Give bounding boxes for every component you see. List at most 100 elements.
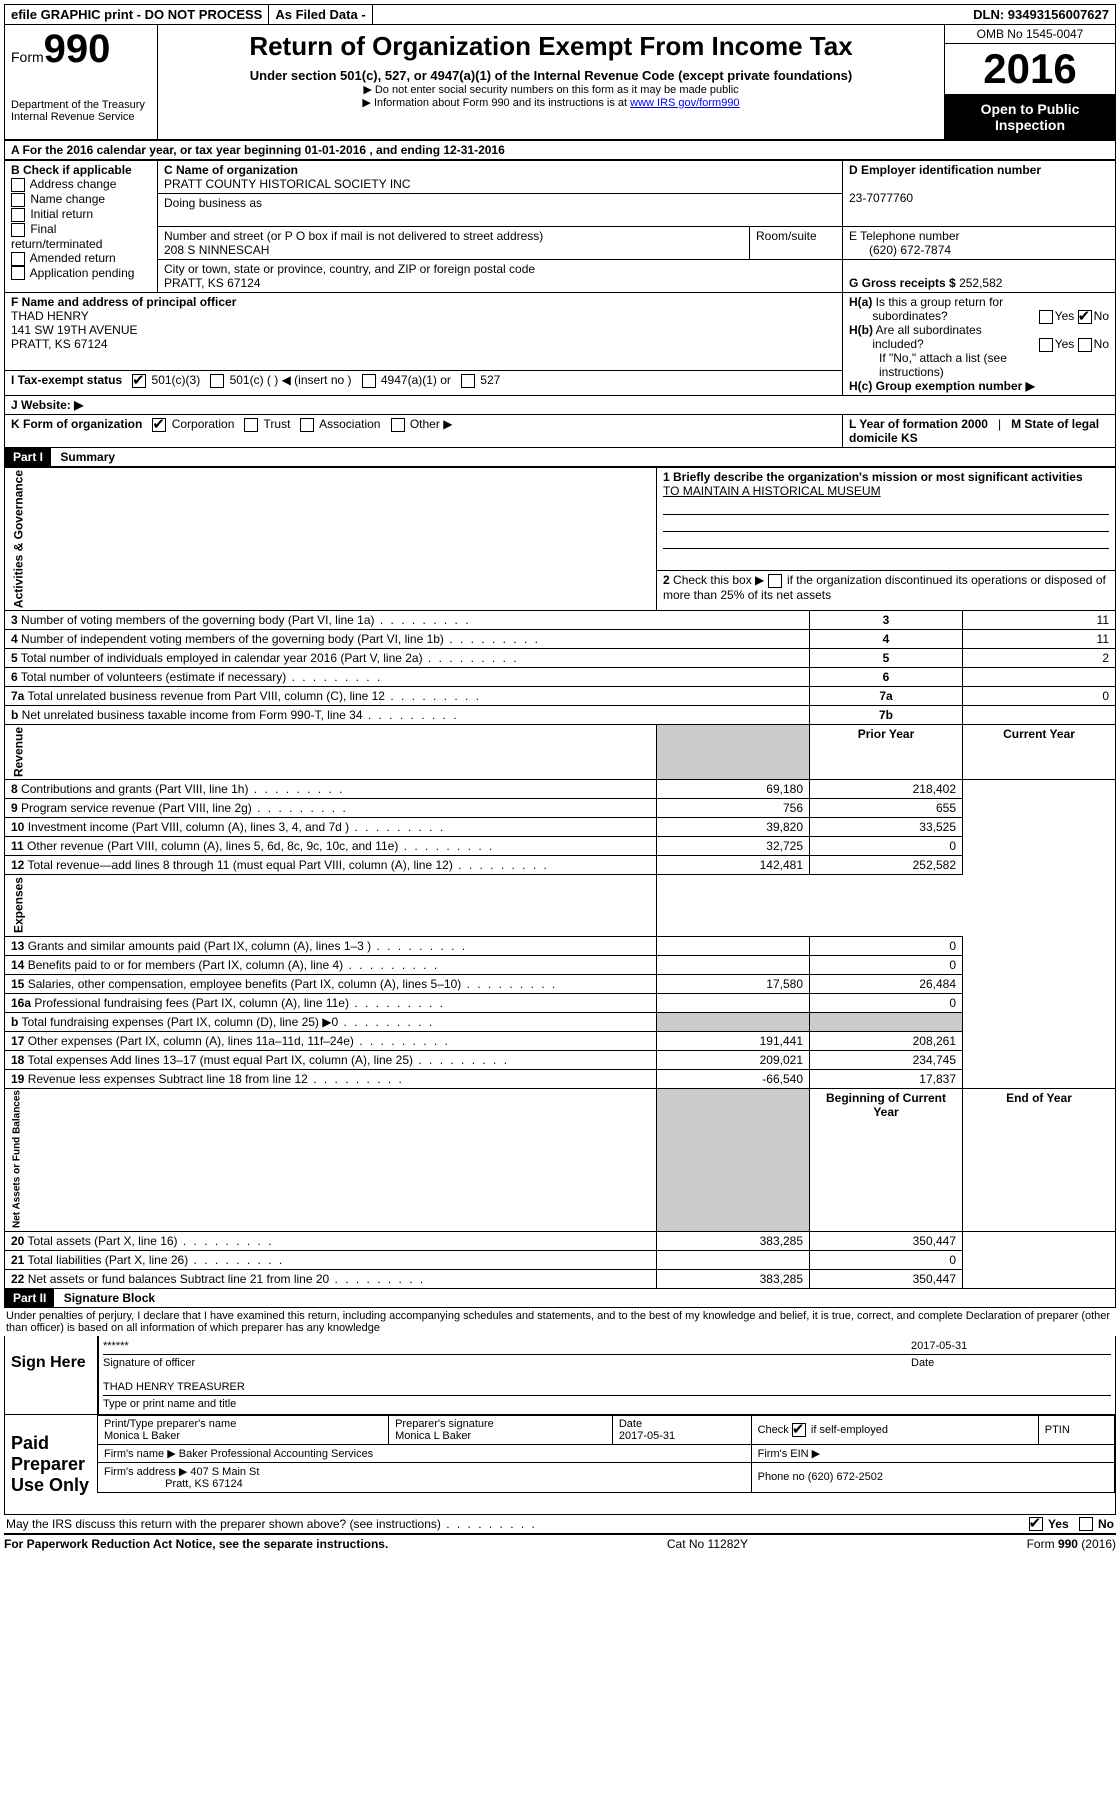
- chk-initial-return[interactable]: Initial return: [11, 207, 151, 222]
- part2-title: Signature Block: [58, 1291, 155, 1305]
- summary-row: 4 Number of independent voting members o…: [5, 630, 1116, 649]
- firm-name: Baker Professional Accounting Services: [179, 1448, 373, 1460]
- paperwork-notice: For Paperwork Reduction Act Notice, see …: [4, 1537, 388, 1551]
- summary-row: 12 Total revenue—add lines 8 through 11 …: [5, 856, 1116, 875]
- name-title-label: Type or print name and title: [103, 1398, 236, 1410]
- vert-expenses: Expenses: [5, 875, 657, 936]
- chk-self-employed[interactable]: [792, 1423, 806, 1437]
- summary-row: 8 Contributions and grants (Part VIII, l…: [5, 780, 1116, 799]
- part1-hdr: Part I: [5, 448, 51, 466]
- line-a: A For the 2016 calendar year, or tax yea…: [4, 141, 1116, 160]
- as-filed: As Filed Data -: [269, 5, 372, 24]
- efile-notice: efile GRAPHIC print - DO NOT PROCESS: [5, 5, 269, 24]
- part1-title: Summary: [54, 450, 115, 464]
- mission: TO MAINTAIN A HISTORICAL MUSEUM: [663, 484, 881, 498]
- top-bar: efile GRAPHIC print - DO NOT PROCESS As …: [4, 4, 1116, 25]
- preparer-name: Monica L Baker: [104, 1430, 180, 1442]
- perjury-text: Under penalties of perjury, I declare th…: [4, 1308, 1116, 1336]
- chk-527[interactable]: [461, 374, 475, 388]
- vert-netassets: Net Assets or Fund Balances: [5, 1088, 657, 1231]
- vert-activities: Activities & Governance: [5, 468, 657, 611]
- note-ssn: ▶ Do not enter social security numbers o…: [168, 83, 934, 96]
- cat-no: Cat No 11282Y: [667, 1537, 748, 1551]
- street-address: 208 S NINNESCAH: [164, 243, 269, 257]
- street-label: Number and street (or P O box if mail is…: [164, 229, 543, 243]
- page-footer: For Paperwork Reduction Act Notice, see …: [4, 1535, 1116, 1553]
- dln: DLN: 93493156007627: [967, 5, 1115, 24]
- summary-row: 13 Grants and similar amounts paid (Part…: [5, 936, 1116, 955]
- city-state-zip: PRATT, KS 67124: [164, 276, 261, 290]
- summary-row: 6 Total number of volunteers (estimate i…: [5, 668, 1116, 687]
- sig-stars: ******: [103, 1340, 129, 1352]
- preparer-date: 2017-05-31: [619, 1430, 675, 1442]
- city-label: City or town, state or province, country…: [164, 262, 535, 276]
- sig-date: 2017-05-31: [911, 1340, 967, 1352]
- summary-row: 11 Other revenue (Part VIII, column (A),…: [5, 837, 1116, 856]
- sig-officer-label: Signature of officer: [103, 1357, 195, 1369]
- summary-row: 3 Number of voting members of the govern…: [5, 611, 1116, 630]
- h-a: H(a) Is this a group return for subordin…: [849, 295, 1109, 323]
- dept-treasury: Department of the Treasury: [11, 99, 151, 111]
- omb-number: OMB No 1545-0047: [945, 25, 1115, 44]
- chk-address-change[interactable]: Address change: [11, 177, 151, 192]
- chk-corp[interactable]: [152, 418, 166, 432]
- ein: 23-7077760: [849, 191, 913, 205]
- chk-trust[interactable]: [244, 418, 258, 432]
- summary-row: 15 Salaries, other compensation, employe…: [5, 974, 1116, 993]
- box-b-label: B Check if applicable: [11, 163, 151, 177]
- ha-yes[interactable]: [1039, 310, 1053, 324]
- chk-amended-return[interactable]: Amended return: [11, 251, 151, 266]
- sig-date-label: Date: [911, 1357, 934, 1369]
- firm-ein: Firm's EIN ▶: [751, 1444, 1114, 1462]
- chk-application-pending[interactable]: Application pending: [11, 266, 151, 281]
- irs-link[interactable]: www IRS gov/form990: [630, 97, 739, 109]
- tax-year: 2016: [945, 44, 1115, 95]
- part2-hdr: Part II: [5, 1289, 54, 1307]
- officer-name: THAD HENRY: [11, 309, 89, 323]
- summary-row: 17 Other expenses (Part IX, column (A), …: [5, 1031, 1116, 1050]
- summary-row: 16a Professional fundraising fees (Part …: [5, 993, 1116, 1012]
- ha-no[interactable]: [1078, 310, 1092, 324]
- summary-row: 5 Total number of individuals employed i…: [5, 649, 1116, 668]
- preparer-table: Print/Type preparer's nameMonica L Baker…: [97, 1415, 1115, 1493]
- dba-label: Doing business as: [164, 196, 262, 210]
- summary-row: 18 Total expenses Add lines 13–17 (must …: [5, 1050, 1116, 1069]
- ptin-label: PTIN: [1038, 1415, 1114, 1444]
- hb-yes[interactable]: [1039, 338, 1053, 352]
- vert-revenue: Revenue: [5, 725, 657, 780]
- paid-preparer-label: Paid Preparer Use Only: [5, 1415, 97, 1514]
- summary-row: 7a Total unrelated business revenue from…: [5, 687, 1116, 706]
- col-current: Current Year: [963, 725, 1116, 780]
- chk-501c[interactable]: [210, 374, 224, 388]
- sign-here-block: Sign Here ****** Signature of officer 20…: [4, 1336, 1116, 1415]
- line-i-label: I Tax-exempt status: [11, 373, 122, 387]
- firm-addr: 407 S Main St: [190, 1466, 259, 1478]
- room-label: Room/suite: [756, 229, 817, 243]
- chk-final-return[interactable]: Final return/terminated: [11, 222, 151, 251]
- discuss-yes[interactable]: [1029, 1517, 1043, 1531]
- summary-table: Activities & Governance 1 Briefly descri…: [4, 467, 1116, 1288]
- form-ref: Form 990 (2016): [1027, 1537, 1116, 1551]
- box-d-label: D Employer identification number: [849, 163, 1041, 177]
- summary-row: 20 Total assets (Part X, line 16)383,285…: [5, 1231, 1116, 1250]
- chk-discontinued[interactable]: [768, 574, 782, 588]
- summary-row: 21 Total liabilities (Part X, line 26)0: [5, 1250, 1116, 1269]
- note-info: ▶ Information about Form 990 and its ins…: [168, 96, 934, 109]
- chk-other[interactable]: [391, 418, 405, 432]
- box-g-label: G Gross receipts $: [849, 276, 956, 290]
- box-e-label: E Telephone number: [849, 229, 960, 243]
- hb-no[interactable]: [1078, 338, 1092, 352]
- summary-row: 10 Investment income (Part VIII, column …: [5, 818, 1116, 837]
- sign-here-label: Sign Here: [5, 1336, 97, 1414]
- officer-addr1: 141 SW 19TH AVENUE: [11, 323, 138, 337]
- chk-501c3[interactable]: [132, 374, 146, 388]
- col-begin: Beginning of Current Year: [810, 1088, 963, 1231]
- discuss-no[interactable]: [1079, 1517, 1093, 1531]
- chk-name-change[interactable]: Name change: [11, 192, 151, 207]
- chk-assoc[interactable]: [300, 418, 314, 432]
- chk-4947[interactable]: [362, 374, 376, 388]
- form-title: Return of Organization Exempt From Incom…: [168, 31, 934, 62]
- form-header: Form990 Department of the Treasury Inter…: [4, 25, 1116, 141]
- line-l: L Year of formation 2000: [849, 417, 988, 431]
- form-number: 990: [44, 27, 111, 71]
